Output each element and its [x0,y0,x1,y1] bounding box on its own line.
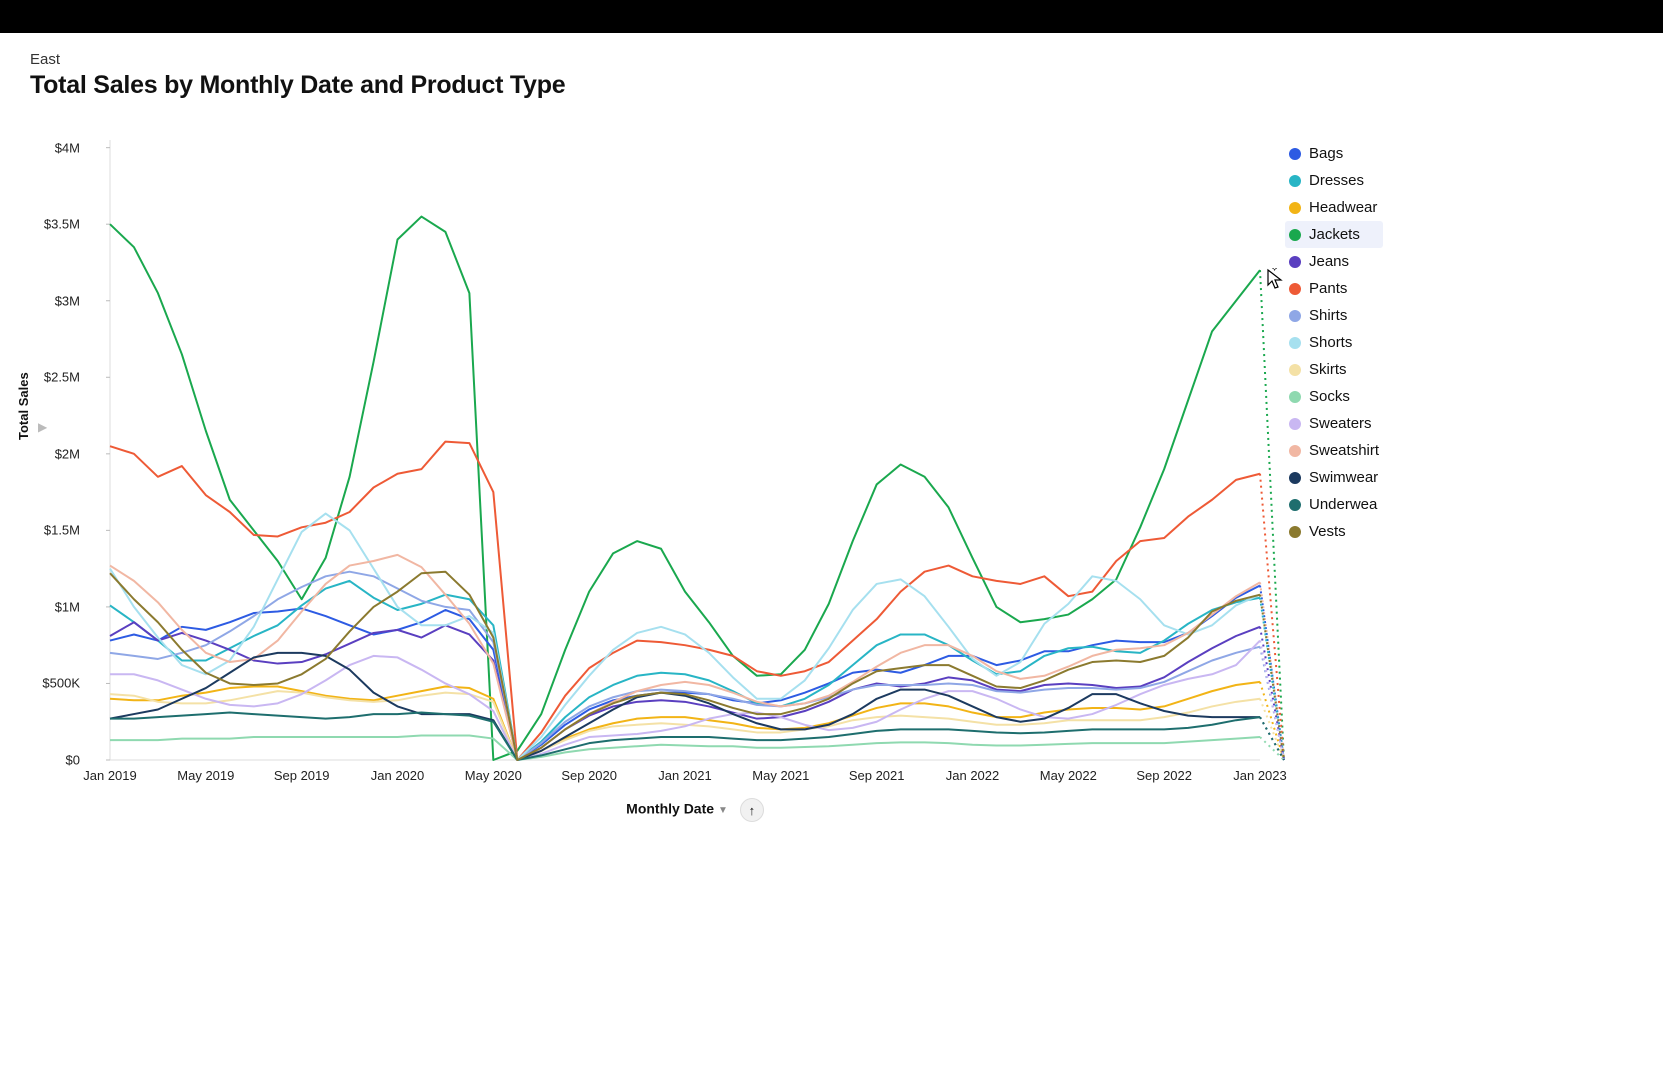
legend-item[interactable]: Sweatshirt [1285,437,1383,464]
y-tick-label: $4M [55,140,80,155]
legend-label: Sweatshirt [1309,442,1379,459]
pointer-cursor-icon [1265,268,1285,297]
legend-item[interactable]: Pants [1285,275,1383,302]
y-axis-ticks: $0$500K$1M$1.5M$2M$2.5M$3M$3.5M$4M [30,140,86,760]
x-tick-label: Sep 2020 [561,768,617,783]
legend-swatch-icon [1289,364,1301,376]
legend-label: Jeans [1309,253,1349,270]
series-line[interactable] [110,442,1260,760]
legend-swatch-icon [1289,445,1301,457]
legend-label: Vests [1309,523,1346,540]
series-line[interactable] [110,585,1260,760]
series-line-forecast[interactable] [1260,270,1284,760]
series-line[interactable] [110,572,1260,760]
legend-item[interactable]: Jackets [1285,221,1383,248]
legend-swatch-icon [1289,202,1301,214]
legend-item[interactable]: Jeans [1285,248,1383,275]
x-tick-label: Jan 2021 [658,768,712,783]
legend-swatch-icon [1289,256,1301,268]
y-tick-label: $3.5M [44,217,80,232]
legend-item[interactable]: Sweaters [1285,410,1383,437]
legend-swatch-icon [1289,283,1301,295]
chart-legend: Bags Dresses Headwear Jackets Jeans Pants Shir… [1285,140,1383,545]
legend-swatch-icon [1289,229,1301,241]
legend-item[interactable]: Shirts [1285,302,1383,329]
chart-title: Total Sales by Monthly Date and Product … [30,71,1633,100]
x-tick-label: May 2021 [752,768,809,783]
window-topbar [0,0,1663,33]
dropdown-caret-icon[interactable]: ▼ [718,805,728,816]
legend-label: Headwear [1309,199,1377,216]
arrow-up-icon: ↑ [749,803,756,818]
legend-item[interactable]: Bags [1285,140,1383,167]
x-tick-label: Sep 2021 [849,768,905,783]
legend-label: Swimwear [1309,469,1378,486]
legend-item[interactable]: Shorts [1285,329,1383,356]
legend-label: Dresses [1309,172,1364,189]
legend-item[interactable]: Dresses [1285,167,1383,194]
legend-swatch-icon [1289,418,1301,430]
x-tick-label: Jan 2022 [946,768,1000,783]
series-line[interactable] [110,217,1260,760]
x-axis-label-row: Monthly Date ▼ ↑ [30,798,1360,822]
series-line[interactable] [110,514,1260,760]
legend-swatch-icon [1289,499,1301,511]
legend-item[interactable]: Swimwear [1285,464,1383,491]
y-tick-label: $2.5M [44,370,80,385]
legend-item[interactable]: Underwea [1285,491,1383,518]
series-line-forecast[interactable] [1260,582,1284,760]
legend-label: Pants [1309,280,1347,297]
x-axis-ticks: Jan 2019May 2019Sep 2019Jan 2020May 2020… [110,768,1260,788]
legend-label: Underwea [1309,496,1377,513]
legend-item[interactable]: Socks [1285,383,1383,410]
y-tick-label: $1.5M [44,523,80,538]
legend-item[interactable]: Headwear [1285,194,1383,221]
legend-swatch-icon [1289,391,1301,403]
y-axis-label: Total Sales [16,372,31,440]
series-line[interactable] [110,581,1260,760]
sort-ascending-button[interactable]: ↑ [740,798,764,822]
chart-subtitle: East [30,51,1633,68]
legend-label: Jackets [1309,226,1360,243]
legend-swatch-icon [1289,472,1301,484]
series-line[interactable] [110,736,1260,760]
legend-item[interactable]: Vests [1285,518,1383,545]
legend-swatch-icon [1289,148,1301,160]
x-tick-label: May 2020 [465,768,522,783]
x-tick-label: Jan 2019 [83,768,137,783]
series-line-forecast[interactable] [1260,641,1284,760]
legend-label: Shorts [1309,334,1352,351]
legend-label: Shirts [1309,307,1347,324]
legend-item[interactable]: Skirts [1285,356,1383,383]
chart-plot-area[interactable] [110,140,1260,760]
y-tick-label: $0 [66,753,80,768]
legend-label: Bags [1309,145,1343,162]
legend-swatch-icon [1289,337,1301,349]
series-line[interactable] [110,572,1260,760]
x-tick-label: Jan 2020 [371,768,425,783]
x-tick-label: Jan 2023 [1233,768,1287,783]
x-tick-label: May 2022 [1040,768,1097,783]
x-tick-label: Sep 2019 [274,768,330,783]
y-tick-label: $2M [55,446,80,461]
legend-label: Skirts [1309,361,1347,378]
legend-swatch-icon [1289,310,1301,322]
y-tick-label: $500K [42,676,80,691]
x-tick-label: May 2019 [177,768,234,783]
legend-swatch-icon [1289,526,1301,538]
x-axis-label[interactable]: Monthly Date [626,801,714,817]
x-tick-label: Sep 2022 [1136,768,1192,783]
y-tick-label: $1M [55,599,80,614]
legend-swatch-icon [1289,175,1301,187]
y-tick-label: $3M [55,293,80,308]
legend-label: Sweaters [1309,415,1372,432]
legend-label: Socks [1309,388,1350,405]
